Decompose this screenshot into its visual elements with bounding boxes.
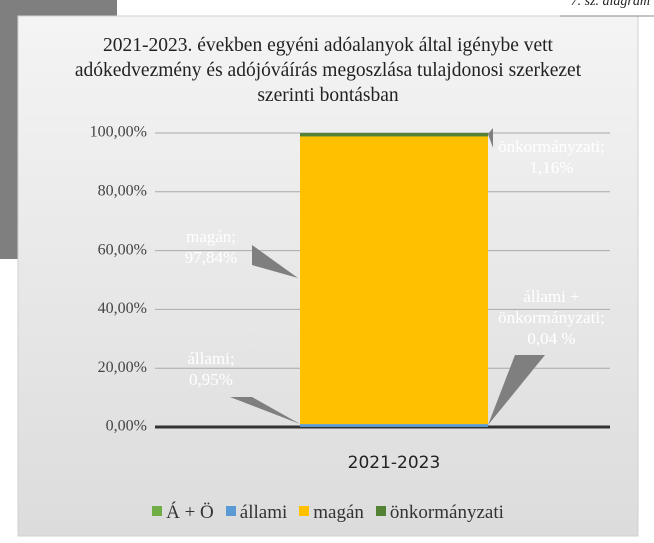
legend-label: magán <box>313 502 364 523</box>
data-label: állami + önkormányzati; 0,04 % <box>498 287 605 348</box>
y-tick-label: 80,00% <box>98 182 147 199</box>
chart-title: 2021-2023. években egyéni adóalanyok ált… <box>74 35 582 106</box>
legend: Á + Ö állami magán önkormányzati <box>18 502 638 524</box>
bar-segment <box>300 136 488 425</box>
data-label: magán; 97,84% <box>184 227 238 267</box>
callout-pointer <box>230 397 300 424</box>
legend-swatch <box>375 506 386 516</box>
legend-item: magán <box>299 502 364 524</box>
legend-swatch <box>225 506 236 516</box>
y-tick-label: 0,00% <box>106 418 147 435</box>
callout-pointer <box>488 355 545 425</box>
legend-item: önkormányzati <box>375 502 504 524</box>
y-tick-label: 40,00% <box>98 300 147 317</box>
callout-pointer <box>488 128 493 148</box>
legend-item: Á + Ö <box>152 502 214 524</box>
data-label: állami; 0,95% <box>187 348 235 389</box>
legend-swatch <box>152 506 163 516</box>
x-tick-label: 2021-2023 <box>348 453 441 473</box>
y-tick-label: 60,00% <box>98 241 147 258</box>
y-tick-label: 100,00% <box>90 124 147 141</box>
callout-pointer <box>252 245 298 278</box>
y-tick-label: 20,00% <box>98 359 147 376</box>
data-label: önkormányzati; 1,16% <box>498 136 605 177</box>
legend-label: önkormányzati <box>389 502 504 523</box>
legend-swatch <box>299 506 310 516</box>
note: 7. sz. diagram <box>570 0 650 9</box>
bar-segment <box>300 133 488 137</box>
bar-segment <box>300 424 488 427</box>
legend-label: Á + Ö <box>166 502 214 523</box>
legend-item: állami <box>225 502 288 524</box>
legend-label: állami <box>239 502 288 523</box>
